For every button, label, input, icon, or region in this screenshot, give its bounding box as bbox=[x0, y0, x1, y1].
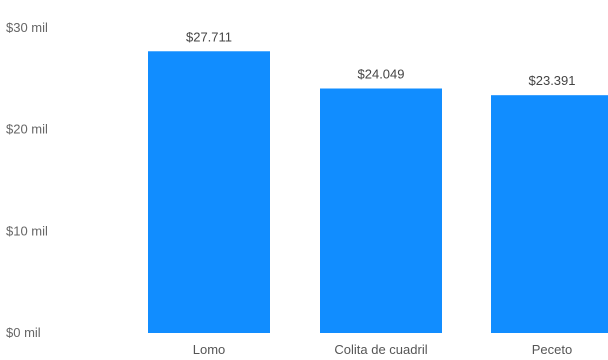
bars bbox=[148, 51, 608, 334]
x-tick-label: Peceto bbox=[532, 342, 572, 357]
y-tick-label: $20 mil bbox=[6, 122, 48, 137]
x-tick-label: Lomo bbox=[193, 342, 226, 357]
y-tick-label: $10 mil bbox=[6, 223, 48, 238]
data-label: $23.391 bbox=[529, 73, 576, 88]
bar-peceto[interactable] bbox=[491, 95, 608, 333]
data-label: $24.049 bbox=[358, 67, 405, 82]
x-axis: Lomo Colita de cuadril Peceto bbox=[193, 342, 573, 357]
y-tick-label: $30 mil bbox=[6, 20, 48, 35]
bar-lomo[interactable] bbox=[148, 51, 270, 334]
data-labels: $27.711 $24.049 $23.391 bbox=[186, 29, 576, 88]
bar-colita-de-cuadril[interactable] bbox=[320, 88, 442, 333]
data-label: $27.711 bbox=[186, 29, 232, 44]
y-axis: $0 mil $10 mil $20 mil $30 mil bbox=[6, 20, 48, 340]
y-tick-label: $0 mil bbox=[6, 325, 41, 340]
x-tick-label: Colita de cuadril bbox=[334, 342, 427, 357]
